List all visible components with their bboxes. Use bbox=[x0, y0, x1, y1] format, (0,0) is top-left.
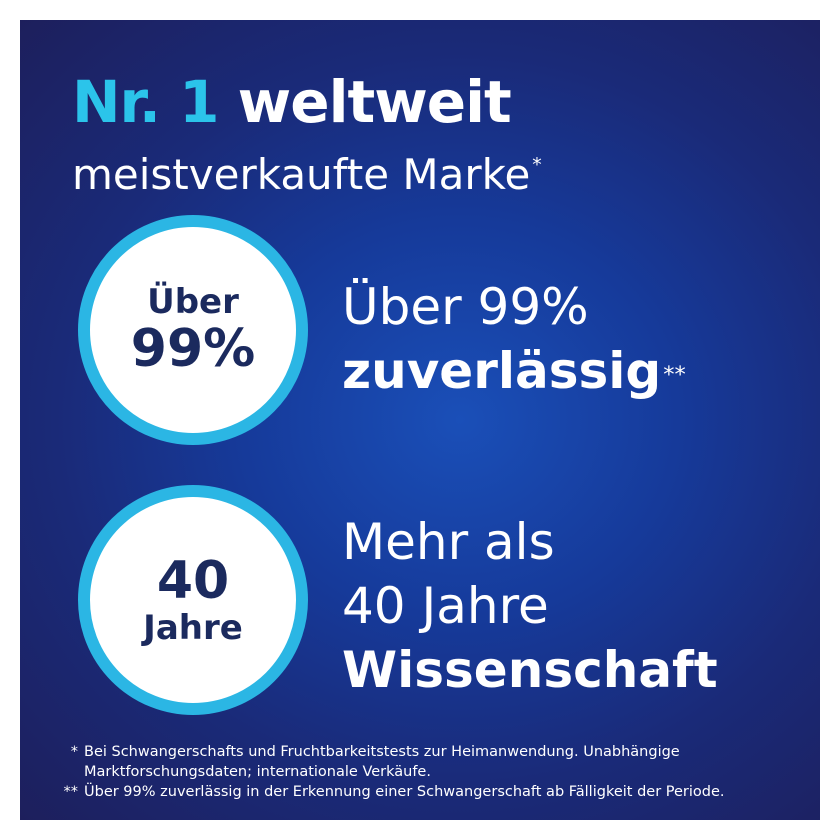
footnote-text: Bei Schwangerschafts und Fruchtbarkeitst… bbox=[84, 744, 680, 780]
footnotes: * Bei Schwangerschafts und Fruchtbarkeits… bbox=[60, 742, 780, 802]
claim-line: 40 Jahre bbox=[342, 577, 549, 635]
title-highlight: Nr. 1 bbox=[72, 68, 219, 136]
footnote-text: Über 99% zuverlässig in der Erkennung ei… bbox=[84, 784, 725, 800]
claim-line: Über 99% bbox=[342, 278, 589, 336]
footnote-mark: ** bbox=[63, 784, 79, 800]
badge-top: Über bbox=[147, 282, 239, 322]
badge: Über 99% bbox=[78, 215, 308, 445]
subtitle: meistverkaufte Marke * bbox=[72, 150, 542, 199]
claim-line: Mehr als bbox=[342, 513, 555, 571]
badge-main: 99% bbox=[130, 319, 256, 379]
title: Nr. 1 weltweit bbox=[72, 68, 512, 136]
badge-bottom: Jahre bbox=[143, 608, 243, 648]
claim-emphasis: zuverlässig bbox=[342, 342, 662, 400]
subtitle-text: meistverkaufte Marke bbox=[72, 150, 531, 199]
claim: Über 99% zuverlässig** bbox=[342, 275, 686, 403]
badge: 40 Jahre bbox=[78, 485, 308, 715]
footnote-mark: * bbox=[70, 744, 78, 760]
badge-main: 40 bbox=[156, 551, 230, 611]
title-rest: weltweit bbox=[237, 68, 512, 136]
footnote: ** Über 99% zuverlässig in der Erkennung … bbox=[60, 782, 780, 802]
footnote: * Bei Schwangerschafts und Fruchtbarkeits… bbox=[60, 742, 780, 782]
infographic: Nr. 1 weltweit meistverkaufte Marke * Übe… bbox=[20, 20, 820, 820]
footnote-mark: * bbox=[532, 154, 542, 176]
claim-emphasis: Wissenschaft bbox=[342, 641, 718, 699]
footnote-mark: ** bbox=[663, 362, 686, 388]
claim: Mehr als 40 Jahre Wissenschaft bbox=[342, 510, 718, 702]
